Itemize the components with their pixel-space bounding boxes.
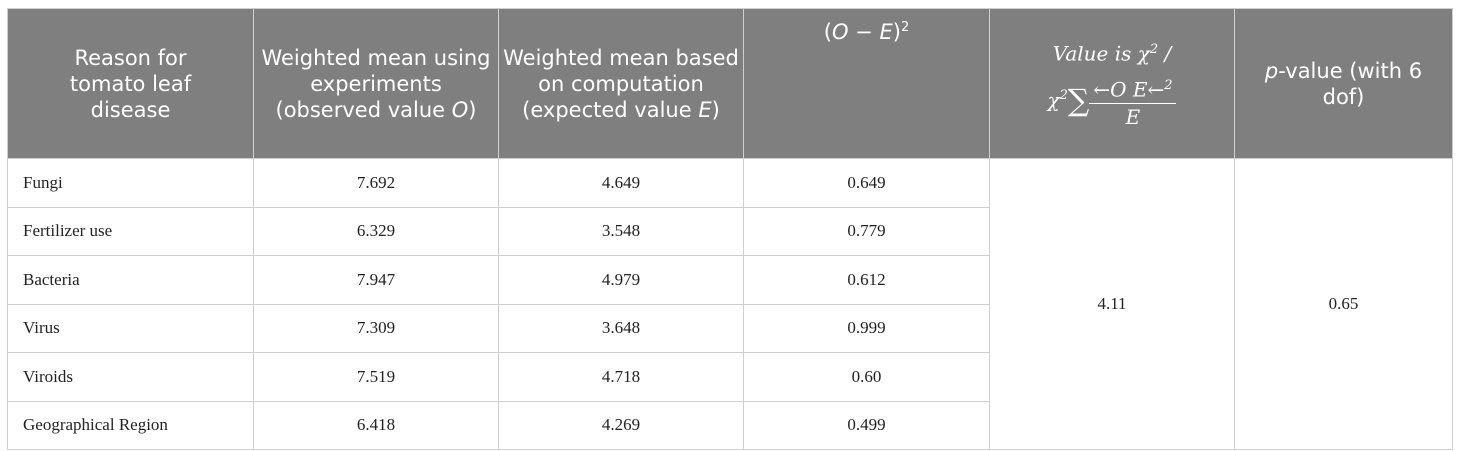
header-text: p-value (with 6 dof) — [1254, 58, 1434, 110]
table-row: Viroids 7.519 4.718 0.60 — [7, 352, 1453, 402]
header-text: − — [848, 20, 880, 44]
table-cell: 4.269 — [498, 400, 744, 450]
table-cell: 4.718 — [498, 352, 744, 402]
formula-line: Value is χ2 / — [990, 37, 1234, 67]
table-cell: Virus — [7, 303, 254, 353]
table-cell: 0.499 — [743, 400, 990, 450]
table-row: Bacteria 7.947 4.979 0.612 — [7, 255, 1453, 305]
formula-text: Value is — [1052, 42, 1138, 66]
header-text: Weighted mean using experiments (observe… — [261, 45, 491, 122]
header-var: E — [698, 97, 712, 122]
header-text: ) — [892, 20, 901, 44]
header-text: -value (with 6 dof) — [1278, 58, 1423, 109]
table-cell: 3.648 — [498, 303, 744, 353]
header-var: O — [831, 20, 849, 44]
table-cell: Viroids — [7, 352, 254, 402]
header-cell: Weighted mean using experiments (observe… — [253, 8, 499, 159]
table-cell: 7.519 — [253, 352, 499, 402]
header-cell: Value is χ2 / χ2∑ ←O E←2 E — [989, 8, 1235, 159]
formula-text: χ — [1047, 87, 1060, 112]
header-sup: 2 — [900, 20, 910, 35]
table-cell: Fungi — [7, 158, 254, 208]
header-cell: p-value (with 6 dof) — [1234, 8, 1453, 159]
header-text: ) — [468, 97, 477, 122]
formula-numerator: ←O E←2 — [1089, 73, 1177, 104]
header-text: Weighted mean based on computation (expe… — [503, 45, 739, 123]
header-var: p — [1264, 58, 1279, 83]
formula-text: χ — [1137, 42, 1150, 66]
table-row: Virus 7.309 3.648 0.999 — [7, 303, 1453, 353]
header-text: Weighted mean using experiments (observe… — [258, 45, 494, 123]
table-cell: 3.548 — [498, 206, 744, 256]
table-row: Fertilizer use 6.329 3.548 0.779 — [7, 206, 1453, 256]
table-cell: 0.60 — [743, 352, 990, 402]
table-cell: Geographical Region — [7, 400, 254, 450]
table-cell: 7.947 — [253, 255, 499, 305]
formula-text: ←O E← — [1093, 77, 1165, 102]
table-cell: 6.418 — [253, 400, 499, 450]
table-cell: 0.649 — [743, 158, 990, 208]
table-cell: 7.692 — [253, 158, 499, 208]
header-text: ( — [823, 20, 832, 44]
formula-sup: 2 — [1149, 42, 1159, 58]
formula-denominator: E — [1125, 104, 1141, 129]
formula-text: / — [1158, 42, 1172, 66]
formula-sup: 2 — [1059, 88, 1068, 104]
header-var: O — [451, 97, 469, 122]
header-text: Weighted mean based on computation (expe… — [503, 45, 739, 122]
table-cell: 0.779 — [743, 206, 990, 256]
p-value-cell: 0.65 — [1234, 158, 1453, 450]
table-cell: 6.329 — [253, 206, 499, 256]
table-cell: 7.309 — [253, 303, 499, 353]
header-text: Reason for tomato leaf disease — [69, 45, 192, 122]
formula-sup: 2 — [1164, 78, 1173, 93]
formula-fraction: ←O E←2 E — [1089, 73, 1177, 130]
data-table: Reason for tomato leaf disease Weighted … — [7, 8, 1453, 450]
header-text: ) — [711, 97, 720, 122]
header-cell: (O − E)2 — [743, 8, 990, 159]
table-cell: Bacteria — [7, 255, 254, 305]
header-var: E — [879, 20, 893, 44]
table-cell: 4.979 — [498, 255, 744, 305]
table-row: Fungi 7.692 4.649 0.649 4.11 0.65 — [7, 158, 1453, 450]
table-cell: 4.649 — [498, 158, 744, 208]
header-cell: Reason for tomato leaf disease — [7, 8, 254, 159]
table-cell: 0.612 — [743, 255, 990, 305]
formula-line: χ2∑ ←O E←2 E — [990, 73, 1234, 130]
chi-square-cell: 4.11 — [989, 158, 1235, 450]
table-body: Fungi 7.692 4.649 0.649 4.11 0.65 Fertilizer u… — [7, 158, 1453, 450]
table-header: Reason for tomato leaf disease Weighted … — [7, 8, 1453, 159]
header-cell: Weighted mean based on computation (expe… — [498, 8, 744, 159]
header-row: Reason for tomato leaf disease Weighted … — [7, 8, 1453, 159]
table-row: Geographical Region 6.418 4.269 0.499 — [7, 400, 1453, 450]
table-cell: Fertilizer use — [7, 206, 254, 256]
formula-sum: ∑ — [1067, 83, 1090, 119]
table-cell: 0.999 — [743, 303, 990, 353]
